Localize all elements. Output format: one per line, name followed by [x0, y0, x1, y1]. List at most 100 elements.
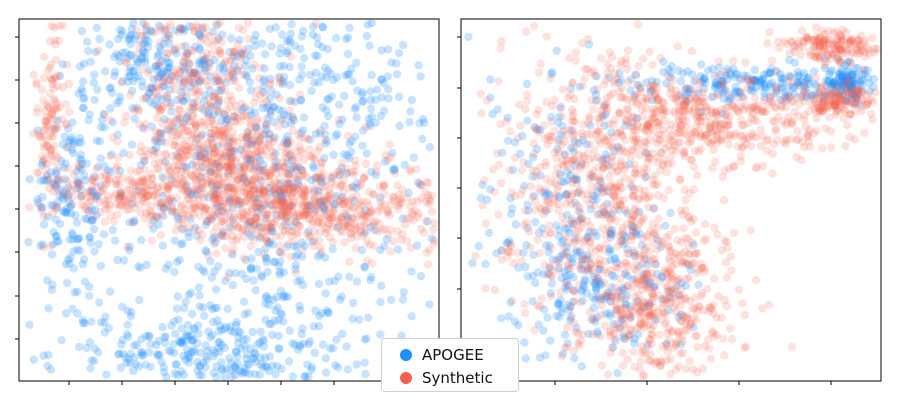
- point-apogee: [219, 67, 229, 77]
- point-apogee: [39, 351, 48, 360]
- point-synthetic: [214, 93, 223, 102]
- point-apogee: [106, 83, 115, 92]
- point-apogee: [70, 288, 79, 297]
- point-apogee: [263, 114, 272, 123]
- point-apogee: [100, 328, 110, 337]
- point-synthetic: [588, 330, 597, 339]
- point-apogee: [227, 147, 237, 156]
- point-synthetic: [242, 112, 251, 121]
- point-synthetic: [219, 215, 229, 224]
- point-synthetic: [148, 180, 157, 190]
- point-apogee: [296, 44, 305, 54]
- point-apogee: [242, 334, 251, 344]
- point-apogee: [95, 298, 104, 307]
- point-synthetic: [347, 233, 356, 243]
- point-synthetic: [265, 152, 275, 162]
- point-synthetic: [222, 162, 231, 171]
- point-apogee: [88, 186, 97, 196]
- point-synthetic: [350, 167, 359, 176]
- point-apogee: [217, 231, 226, 240]
- point-apogee: [132, 340, 142, 350]
- point-apogee: [259, 82, 268, 92]
- point-apogee: [260, 64, 269, 73]
- point-apogee: [257, 272, 266, 282]
- point-synthetic: [640, 371, 649, 380]
- point-apogee: [33, 195, 42, 204]
- point-apogee: [206, 133, 215, 142]
- point-apogee: [77, 26, 87, 36]
- point-synthetic: [722, 273, 732, 282]
- point-synthetic: [117, 78, 127, 87]
- point-apogee: [267, 86, 276, 96]
- point-synthetic: [494, 210, 503, 219]
- point-apogee: [209, 368, 218, 377]
- point-synthetic: [643, 339, 652, 348]
- point-apogee: [750, 65, 759, 75]
- point-synthetic: [224, 73, 233, 82]
- point-synthetic: [519, 157, 528, 167]
- point-apogee: [241, 56, 251, 65]
- point-apogee: [38, 240, 47, 249]
- point-apogee: [129, 19, 138, 28]
- point-synthetic: [229, 47, 238, 57]
- point-synthetic: [623, 46, 633, 55]
- point-synthetic: [668, 262, 677, 271]
- point-synthetic: [617, 312, 626, 321]
- point-apogee: [212, 303, 222, 312]
- point-synthetic: [212, 249, 221, 258]
- point-apogee: [285, 326, 294, 335]
- point-apogee: [250, 370, 260, 379]
- point-synthetic: [258, 99, 267, 108]
- point-synthetic: [626, 179, 635, 189]
- point-synthetic: [209, 148, 219, 157]
- point-synthetic: [214, 157, 223, 167]
- point-apogee: [91, 194, 101, 203]
- point-synthetic: [676, 175, 685, 184]
- point-apogee: [257, 271, 266, 280]
- point-synthetic: [242, 143, 251, 153]
- point-synthetic: [191, 71, 201, 80]
- point-synthetic: [226, 102, 236, 112]
- point-apogee: [555, 312, 564, 322]
- point-apogee: [111, 236, 120, 245]
- point-synthetic: [209, 159, 218, 168]
- point-synthetic: [217, 127, 227, 137]
- point-synthetic: [164, 117, 173, 126]
- point-synthetic: [190, 200, 199, 209]
- point-synthetic: [192, 129, 201, 138]
- point-synthetic: [691, 127, 700, 137]
- point-synthetic: [244, 34, 253, 44]
- point-apogee: [225, 223, 235, 232]
- point-apogee: [73, 235, 83, 244]
- point-apogee: [228, 203, 238, 213]
- point-synthetic: [205, 101, 214, 110]
- point-synthetic: [202, 101, 211, 111]
- point-apogee: [263, 267, 272, 277]
- point-synthetic: [275, 247, 285, 256]
- point-synthetic: [236, 144, 245, 154]
- point-synthetic: [787, 342, 797, 351]
- series-synthetic-left: [25, 18, 439, 282]
- point-apogee: [258, 166, 268, 175]
- point-synthetic: [278, 116, 287, 125]
- point-apogee: [204, 327, 213, 336]
- point-synthetic: [258, 223, 268, 232]
- point-synthetic: [194, 85, 204, 95]
- point-synthetic: [608, 199, 617, 209]
- point-synthetic: [169, 127, 178, 136]
- point-synthetic: [517, 166, 527, 175]
- point-apogee: [405, 117, 414, 127]
- point-apogee: [418, 114, 428, 124]
- point-apogee: [167, 321, 176, 330]
- point-apogee: [198, 57, 207, 66]
- point-synthetic: [261, 172, 270, 181]
- point-synthetic: [209, 143, 219, 153]
- point-synthetic: [279, 158, 288, 167]
- point-synthetic: [256, 63, 266, 72]
- point-synthetic: [228, 76, 237, 86]
- point-synthetic: [558, 112, 567, 121]
- point-synthetic: [120, 118, 129, 127]
- point-apogee: [367, 112, 376, 121]
- point-apogee: [79, 318, 88, 328]
- point-synthetic: [154, 85, 164, 94]
